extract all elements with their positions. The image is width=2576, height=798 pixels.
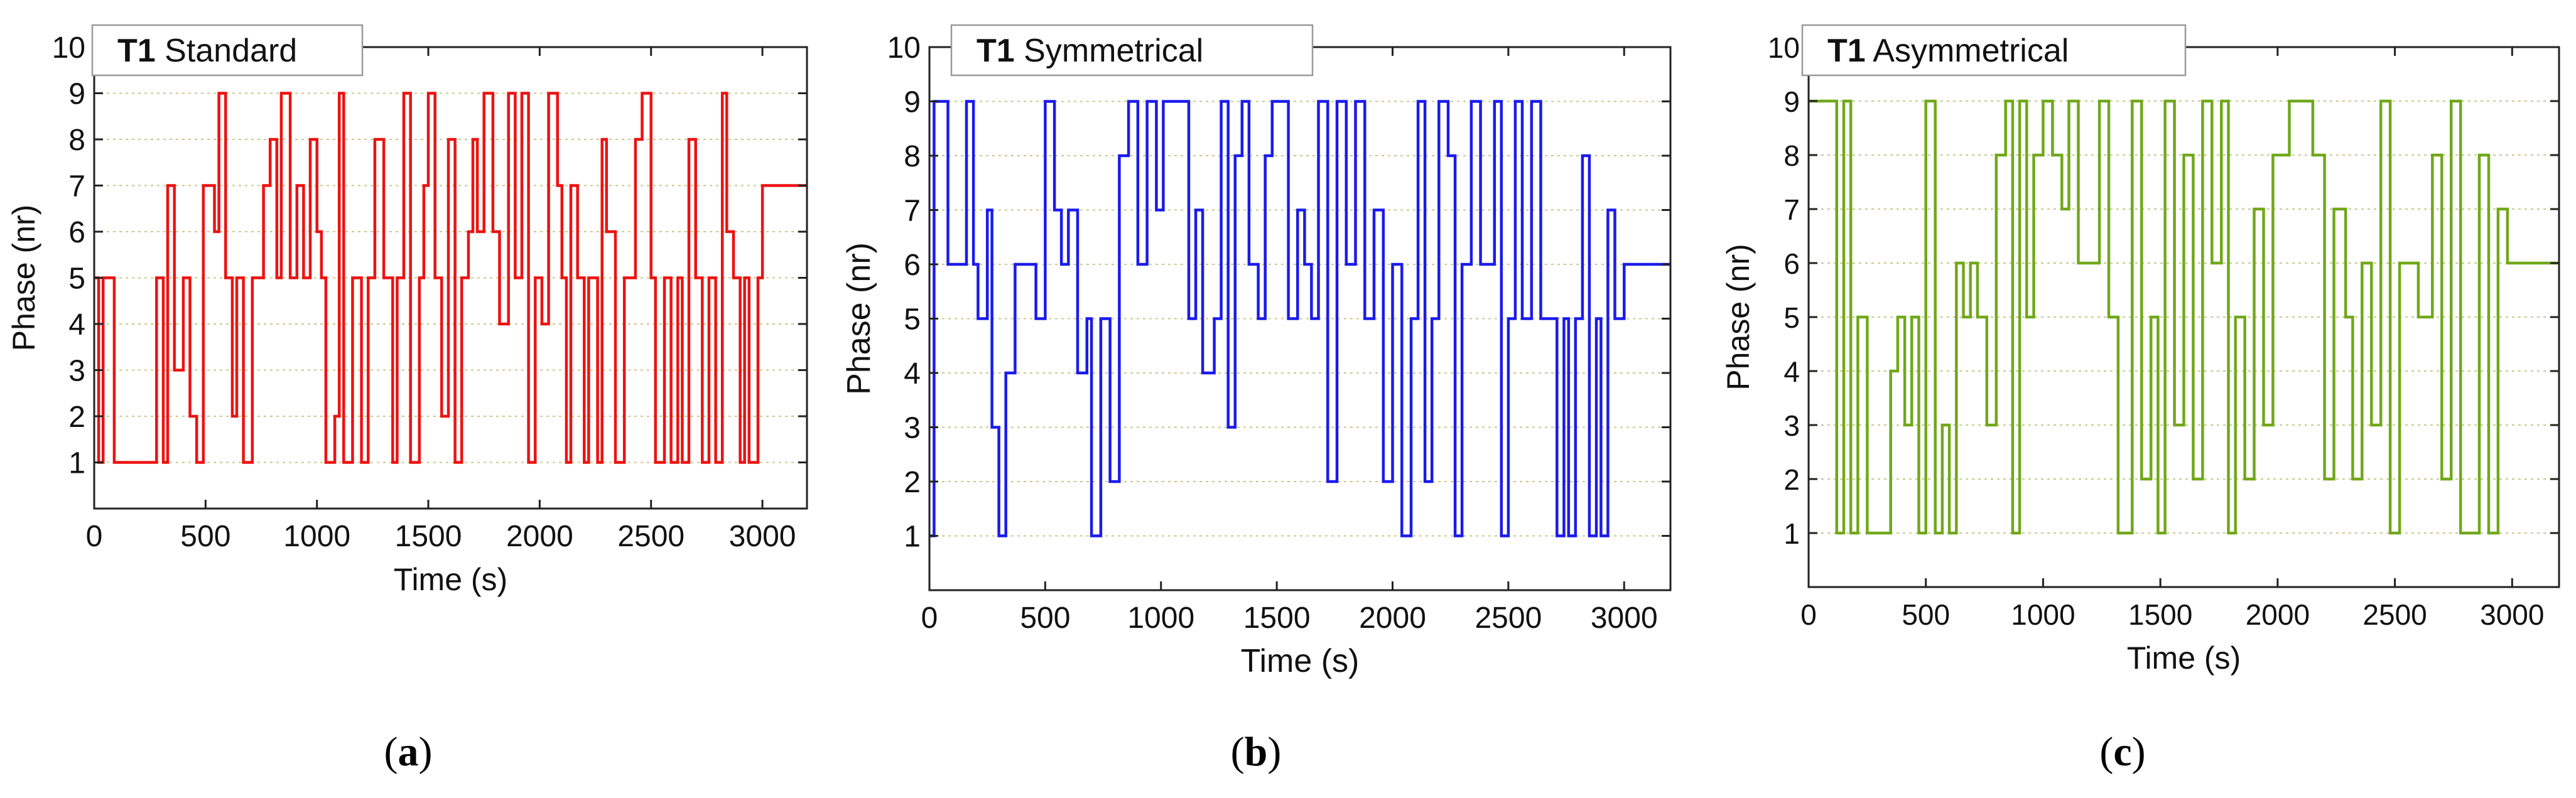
x-tick-label: 2500 bbox=[1475, 601, 1542, 635]
y-tick-label: 5 bbox=[1783, 301, 1800, 334]
y-tick-label: 6 bbox=[1783, 247, 1800, 280]
panel-label-a: (a) bbox=[384, 729, 433, 775]
y-tick-label: 9 bbox=[68, 78, 85, 111]
chart-title-text: Symmetrical bbox=[1015, 33, 1203, 69]
series-line bbox=[929, 100, 1670, 537]
x-tick-label: 2500 bbox=[2362, 598, 2427, 631]
y-tick-label: 4 bbox=[68, 308, 85, 342]
panel-label-b: (b) bbox=[1230, 729, 1282, 775]
chart-panel-b: 1 2 3 4 5 6 7 8 9 10 0 500 1000 1500 2000 2500 3000 Time … bbox=[841, 24, 1672, 679]
chart-title-box bbox=[1801, 24, 2187, 77]
y-tick-label: 9 bbox=[904, 86, 921, 119]
y-tick-label: 3 bbox=[1783, 409, 1800, 442]
chart-title-bold: T1 bbox=[117, 33, 156, 69]
y-tick-label: 5 bbox=[904, 303, 921, 337]
chart-title-text: Asymmetrical bbox=[1866, 33, 2069, 69]
y-tick-label: 4 bbox=[1783, 355, 1800, 388]
chart-title: T1 Asymmetrical bbox=[1827, 33, 2069, 69]
x-tick-label: 2000 bbox=[506, 520, 573, 553]
y-tick-label: 7 bbox=[904, 195, 921, 228]
x-tick-label: 3000 bbox=[1591, 601, 1658, 635]
y-tick-label: 2 bbox=[68, 401, 85, 434]
x-tick-label: 2500 bbox=[617, 520, 685, 553]
x-tick-label: 3000 bbox=[2480, 598, 2544, 631]
y-tick-label: 1 bbox=[1783, 517, 1800, 550]
x-tick-label: 500 bbox=[1020, 601, 1070, 635]
chart-title-bold: T1 bbox=[1827, 33, 1866, 69]
y-tick-label: 3 bbox=[904, 412, 921, 445]
x-axis-label: Time (s) bbox=[2127, 640, 2241, 676]
y-tick-label: 10 bbox=[1768, 31, 1800, 64]
y-tick-label: 6 bbox=[904, 249, 921, 282]
y-tick-label: 3 bbox=[68, 355, 85, 388]
chart-title-box bbox=[91, 24, 364, 77]
x-tick-label: 1500 bbox=[395, 520, 462, 553]
y-tick-label: 8 bbox=[68, 124, 85, 157]
chart-panel-a: 1 2 3 4 5 6 7 8 9 10 0 500 1000 1500 2000 2500 3000 Time … bbox=[6, 24, 808, 597]
x-tick-label: 1000 bbox=[2011, 598, 2075, 631]
y-tick-label: 4 bbox=[904, 357, 921, 391]
x-tick-label: 0 bbox=[921, 601, 938, 635]
x-tick-label: 1000 bbox=[283, 520, 350, 553]
x-tick-label: 500 bbox=[1902, 598, 1950, 631]
y-tick-label: 7 bbox=[1783, 193, 1800, 226]
y-tick-label: 10 bbox=[887, 31, 921, 65]
y-tick-label: 5 bbox=[68, 262, 85, 296]
chart-title-box bbox=[950, 24, 1314, 77]
x-tick-label: 3000 bbox=[729, 520, 796, 553]
x-tick-label: 1000 bbox=[1127, 601, 1194, 635]
y-tick-label: 7 bbox=[68, 170, 85, 203]
chart-title: T1 Symmetrical bbox=[977, 33, 1203, 69]
y-axis-label: Phase (nr) bbox=[6, 205, 41, 351]
y-tick-label: 2 bbox=[904, 466, 921, 499]
y-axis-label: Phase (nr) bbox=[1721, 244, 1756, 390]
x-tick-label: 0 bbox=[86, 520, 103, 553]
x-axis-label: Time (s) bbox=[1241, 643, 1360, 679]
y-tick-label: 1 bbox=[68, 447, 85, 480]
chart-panel-c: 1 2 3 4 5 6 7 8 9 10 0 500 1000 1500 2000 2500 3000 Time … bbox=[1721, 24, 2560, 676]
panel-label-c: (c) bbox=[2099, 729, 2146, 775]
x-tick-label: 1500 bbox=[2128, 598, 2192, 631]
y-tick-label: 9 bbox=[1783, 85, 1800, 118]
chart-title-bold: T1 bbox=[977, 33, 1015, 69]
series-line bbox=[1809, 99, 2559, 535]
chart-title: T1 Standard bbox=[117, 33, 297, 69]
x-tick-label: 1500 bbox=[1243, 601, 1311, 635]
chart-title-text: Standard bbox=[156, 33, 298, 69]
x-tick-label: 2000 bbox=[2246, 598, 2310, 631]
y-tick-label: 1 bbox=[904, 520, 921, 554]
y-tick-label: 8 bbox=[904, 140, 921, 173]
x-tick-label: 2000 bbox=[1359, 601, 1426, 635]
y-tick-label: 10 bbox=[52, 31, 85, 65]
x-tick-label: 500 bbox=[180, 520, 230, 553]
y-tick-label: 2 bbox=[1783, 463, 1800, 496]
x-tick-label: 0 bbox=[1800, 598, 1817, 631]
y-axis-label: Phase (nr) bbox=[841, 242, 877, 395]
y-tick-label: 8 bbox=[1783, 139, 1800, 172]
series-line bbox=[94, 92, 807, 464]
y-tick-label: 6 bbox=[68, 216, 85, 249]
x-axis-label: Time (s) bbox=[394, 562, 507, 597]
